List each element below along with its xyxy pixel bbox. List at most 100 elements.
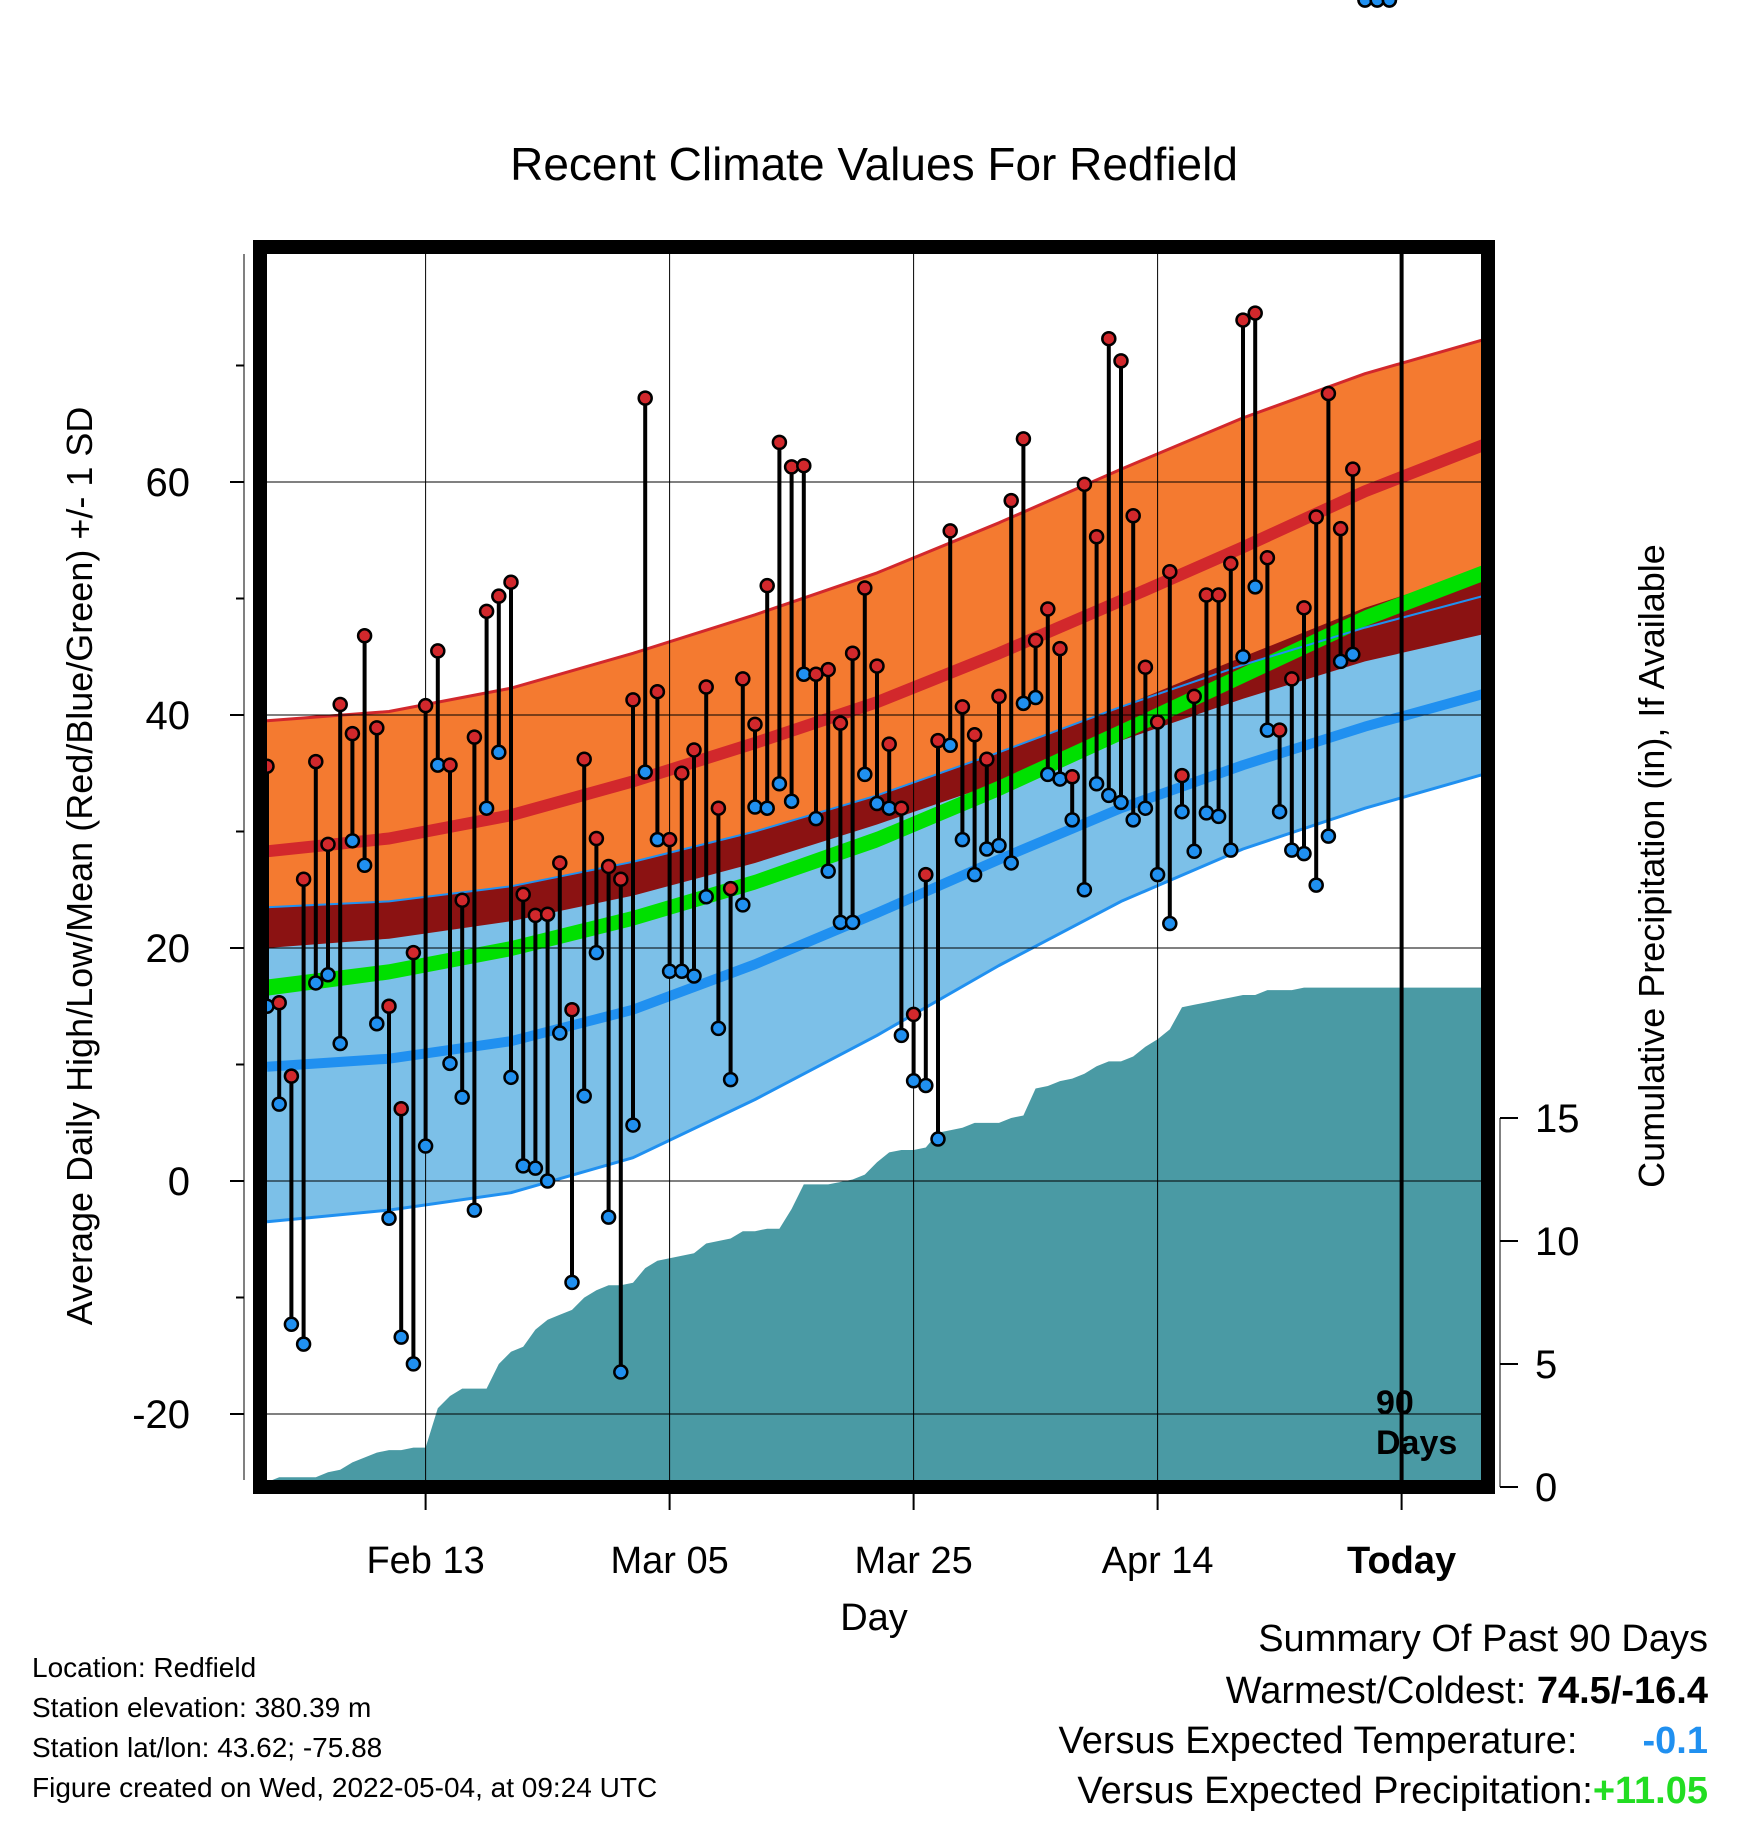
obs-low-point	[466, 1202, 483, 1218]
obs-high-point	[1052, 640, 1068, 657]
y2-tick-label: 5	[1535, 1343, 1557, 1387]
plot-area	[259, 0, 1490, 1483]
obs-high-point	[417, 697, 434, 714]
obs-high-point	[1003, 492, 1019, 509]
obs-high-point	[881, 736, 897, 752]
obs-high-point	[722, 880, 739, 897]
obs-low-point	[954, 831, 971, 848]
obs-high-point	[698, 679, 714, 695]
obs-high-point	[1174, 767, 1190, 784]
obs-low-point	[1174, 803, 1190, 820]
obs-high-point	[454, 892, 470, 908]
obs-high-point	[381, 998, 397, 1014]
obs-low-point	[722, 1071, 739, 1088]
obs-high-point	[796, 457, 812, 474]
y-tick-label: 40	[146, 694, 191, 738]
obs-high-point	[942, 523, 958, 539]
obs-high-point	[832, 715, 849, 731]
info-elevation: Station elevation: 380.39 m	[32, 1692, 372, 1723]
obs-high-point	[1088, 529, 1105, 545]
x-tick-label: Feb 13	[366, 1540, 484, 1582]
obs-high-point	[564, 1001, 580, 1018]
obs-high-point	[966, 727, 983, 743]
obs-low-point	[613, 1364, 629, 1380]
obs-high-point	[747, 716, 763, 733]
y2-axis-label: Cumulative Precipitation (in), If Availa…	[1631, 544, 1672, 1188]
obs-low-point	[405, 1356, 422, 1372]
obs-low-point	[320, 967, 336, 983]
obs-high-point	[356, 628, 373, 644]
obs-high-point	[1332, 520, 1349, 537]
obs-high-point	[503, 574, 519, 590]
obs-low-point	[344, 833, 361, 849]
x-tick-label: Mar 05	[610, 1540, 728, 1582]
obs-high-point	[686, 742, 702, 758]
summary-temp-value: -0.1	[1642, 1720, 1708, 1762]
obs-low-point	[930, 1131, 946, 1147]
obs-low-point	[283, 1316, 300, 1333]
obs-high-point	[552, 855, 568, 871]
obs-high-point	[1235, 312, 1251, 328]
obs-high-point	[1137, 659, 1154, 675]
y2-tick-label: 15	[1535, 1097, 1580, 1141]
obs-low-point	[491, 744, 507, 761]
obs-high-point	[625, 692, 641, 708]
axes: Feb 13 Mar 05 Mar 25 Apr 14 Today -20 0 20 40 60 0…	[132, 254, 1580, 1582]
obs-high-point	[1113, 353, 1129, 369]
obs-high-point	[1101, 330, 1117, 347]
obs-high-point	[308, 753, 324, 770]
low-minus-sd-edge	[266, 771, 1488, 1224]
obs-high-point	[405, 944, 422, 961]
obs-low-point	[1320, 828, 1337, 844]
obs-low-point	[1369, 0, 1385, 8]
obs-high-point	[918, 866, 934, 883]
obs-low-point	[1247, 579, 1263, 595]
obs-low-point	[1162, 915, 1178, 932]
obs-high-point	[735, 671, 751, 687]
obs-low-point	[1149, 866, 1166, 883]
mean-normal-band	[267, 568, 1487, 948]
high-normal-band	[267, 338, 1487, 908]
obs-low-point	[1381, 0, 1398, 8]
summary-warm-cold-label: Warmest/Coldest:	[1225, 1670, 1527, 1712]
obs-high-point	[283, 1068, 300, 1084]
obs-high-point	[588, 830, 605, 847]
marker-label-days: Days	[1376, 1424, 1457, 1462]
obs-high-point	[332, 696, 348, 713]
obs-low-point	[1015, 695, 1032, 712]
summary-title: Summary Of Past 90 Days	[1258, 1618, 1708, 1660]
obs-low-point	[369, 1015, 385, 1032]
obs-low-point	[600, 1209, 617, 1225]
obs-high-point	[576, 751, 592, 768]
y2-tick-label: 0	[1535, 1466, 1557, 1510]
obs-high-point	[369, 720, 385, 736]
obs-high-point	[600, 858, 617, 875]
summary-temp-label: Versus Expected Temperature:	[1058, 1720, 1578, 1762]
obs-high-point	[320, 836, 336, 853]
obs-high-point	[771, 434, 788, 451]
obs-high-point	[1308, 509, 1324, 525]
summary-precip-value: +11.05	[1592, 1770, 1708, 1812]
precip-area	[267, 987, 1487, 1483]
obs-low-point	[783, 793, 800, 809]
obs-high-point	[857, 580, 873, 596]
x-tick-label: Mar 25	[854, 1540, 972, 1582]
obs-low-point	[759, 800, 775, 816]
obs-high-point	[905, 1006, 922, 1023]
obs-low-point	[442, 1055, 458, 1072]
obs-low-point	[710, 1020, 727, 1037]
obs-low-point	[771, 775, 788, 792]
obs-low-point	[1088, 775, 1105, 792]
obs-high-point	[1271, 722, 1288, 738]
obs-low-point	[1332, 653, 1349, 670]
obs-low-point	[942, 737, 958, 754]
obs-high-point	[1186, 688, 1202, 705]
obs-high-point	[613, 871, 629, 888]
obs-high-point	[869, 658, 885, 674]
obs-high-point	[1027, 632, 1044, 649]
obs-high-point	[430, 643, 446, 659]
x-tick-label: Apr 14	[1102, 1540, 1214, 1582]
chart-title: Recent Climate Values For Redfield	[510, 138, 1238, 190]
x-axis-label: Day	[840, 1597, 908, 1639]
